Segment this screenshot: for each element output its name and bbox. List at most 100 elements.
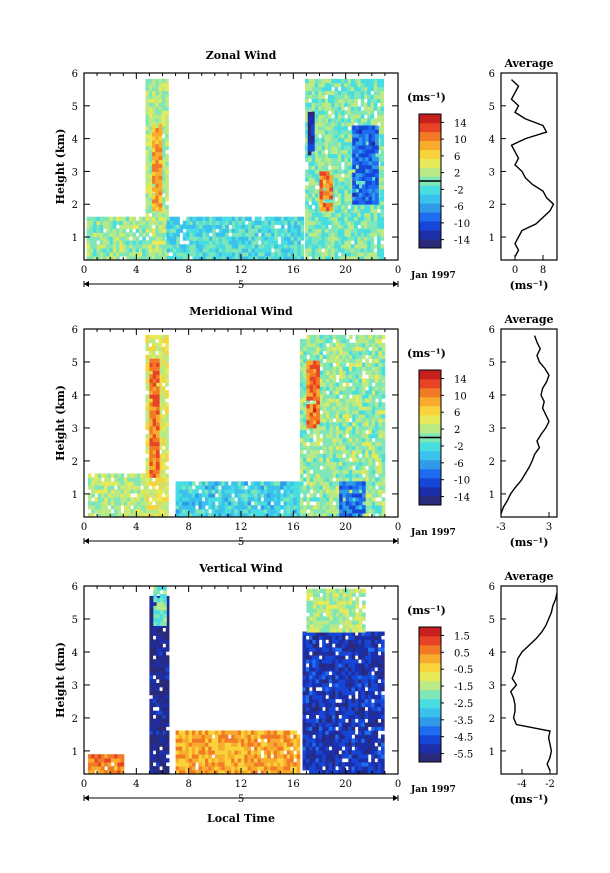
heatmap-cell xyxy=(329,346,333,352)
heatmap-cell xyxy=(222,248,226,253)
heatmap-cell xyxy=(375,342,379,348)
heatmap-cell xyxy=(355,133,360,138)
heatmap-cell xyxy=(178,742,183,747)
heatmap-cell xyxy=(303,390,307,395)
heatmap-cell xyxy=(250,505,255,510)
heatmap-cell xyxy=(324,145,329,151)
heatmap-cell xyxy=(381,370,386,375)
heatmap-cell xyxy=(286,485,291,490)
heatmap-cell xyxy=(162,647,167,652)
heatmap-cell xyxy=(319,489,324,494)
heatmap-cell xyxy=(370,86,375,92)
heatmap-cell xyxy=(299,342,304,348)
heatmap-cell xyxy=(205,228,210,233)
heatmap-cell xyxy=(329,477,333,482)
heatmap-cell xyxy=(153,605,158,611)
heatmap-cell xyxy=(318,86,322,92)
heatmap-cell xyxy=(172,240,177,245)
heatmap-cell xyxy=(161,82,166,88)
heatmap-cell xyxy=(158,78,163,84)
heatmap-cell xyxy=(155,453,160,459)
heatmap-cell xyxy=(152,128,156,133)
heatmap-cell xyxy=(306,380,311,385)
heatmap-cell xyxy=(114,497,118,502)
heatmap-cell xyxy=(357,236,362,241)
heatmap-cell xyxy=(307,123,312,128)
heatmap-cell xyxy=(87,485,92,490)
heatmap-cell xyxy=(339,433,343,439)
heatmap-cell xyxy=(321,252,326,257)
heatmap-cell xyxy=(120,481,125,486)
heatmap-cell xyxy=(332,465,337,470)
heatmap-cell xyxy=(192,220,197,225)
heatmap-cell xyxy=(169,244,174,249)
heatmap-cell xyxy=(367,224,371,229)
heatmap-cell xyxy=(345,445,350,451)
heatmap-cell xyxy=(299,453,304,459)
heatmap-cell xyxy=(367,110,371,115)
heatmap-cell xyxy=(182,509,186,514)
heatmap-cell xyxy=(300,224,305,229)
heatmap-cell xyxy=(345,469,350,474)
heatmap-cell xyxy=(165,643,170,648)
heatmap-cell xyxy=(368,481,373,486)
heatmap-cell xyxy=(357,94,362,99)
heatmap-cell xyxy=(329,382,333,387)
heatmap-cell xyxy=(339,334,343,340)
heatmap-cell xyxy=(218,481,222,486)
heatmap-cell xyxy=(161,398,166,403)
heatmap-cell xyxy=(306,420,311,425)
heatmap-cell xyxy=(145,102,150,107)
heatmap-cell xyxy=(345,481,350,486)
heatmap-cell xyxy=(339,342,343,348)
heatmap-cell xyxy=(155,78,159,84)
heatmap-cell xyxy=(347,185,352,190)
heatmap-cell xyxy=(362,445,366,451)
heatmap-cell xyxy=(355,137,360,142)
heatmap-cell xyxy=(148,220,153,225)
heatmap-cell xyxy=(162,631,167,636)
heatmap-cell xyxy=(152,386,157,391)
heatmap-cell xyxy=(94,509,99,514)
heatmap-cell xyxy=(199,220,203,225)
heatmap-cell xyxy=(296,481,301,486)
heatmap-cell xyxy=(322,382,327,387)
heatmap-cell xyxy=(358,461,363,466)
heatmap-cell xyxy=(305,145,309,151)
heatmap-cell xyxy=(166,220,171,225)
heatmap-cell xyxy=(192,252,197,257)
heatmap-cell xyxy=(161,374,166,379)
heatmap-cell xyxy=(334,130,339,135)
heatmap-cell xyxy=(308,244,313,249)
heatmap-cell xyxy=(145,477,150,482)
heatmap-cell xyxy=(185,770,190,775)
heatmap-cell xyxy=(133,489,138,494)
heatmap-cell xyxy=(138,216,143,222)
heatmap-cell xyxy=(163,586,167,591)
heatmap-cell xyxy=(368,350,373,356)
heatmap-cell xyxy=(155,698,160,704)
heatmap-cell xyxy=(149,714,154,719)
heatmap-cell xyxy=(201,489,206,494)
heatmap-cell xyxy=(152,694,157,700)
heatmap-cell xyxy=(228,240,233,245)
heatmap-cell xyxy=(365,433,369,439)
heatmap-cell xyxy=(110,493,115,498)
heatmap-cell xyxy=(312,493,317,498)
heatmap-cell xyxy=(331,228,335,233)
heatmap-cell xyxy=(381,354,386,360)
heatmap-cell xyxy=(284,244,288,249)
heatmap-cell xyxy=(380,248,385,253)
heatmap-cell xyxy=(165,647,170,652)
heatmap-cell xyxy=(316,481,320,486)
heatmap-cell xyxy=(314,110,319,115)
heatmap-cell xyxy=(299,461,304,466)
heatmap-cell xyxy=(355,168,360,174)
heatmap-cell xyxy=(267,236,272,241)
heatmap-cell xyxy=(329,433,333,439)
heatmap-cell xyxy=(299,402,304,407)
heatmap-cell xyxy=(306,449,311,455)
heatmap-cell xyxy=(155,248,159,253)
heatmap-cell xyxy=(125,236,130,241)
heatmap-cell xyxy=(316,449,320,455)
